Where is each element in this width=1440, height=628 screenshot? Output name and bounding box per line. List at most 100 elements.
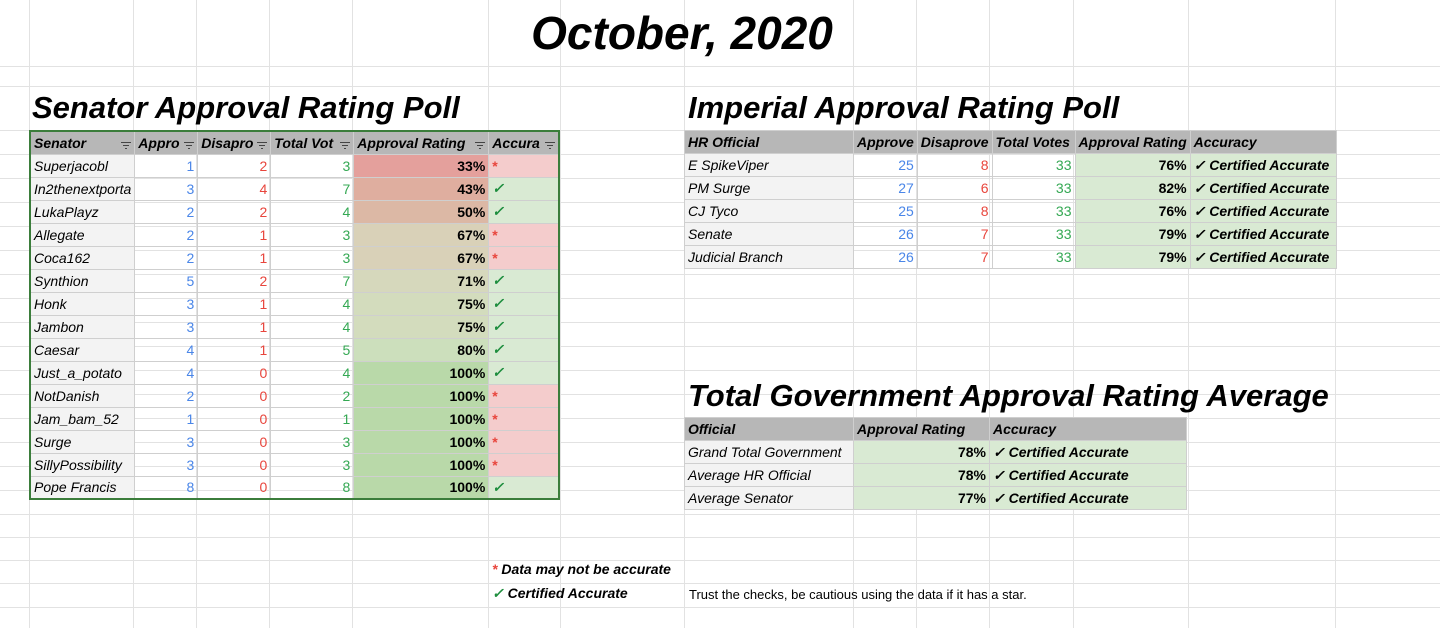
total-votes-cell[interactable]: 3 [270,222,355,247]
column-header-approval-rating[interactable]: Approval Rating [853,417,990,441]
approval-rating-cell[interactable]: 67% [353,245,490,270]
total-votes-cell[interactable]: 4 [270,199,355,224]
column-header-hr-official[interactable]: HR Official [684,130,854,154]
approval-rating-cell[interactable]: 75% [353,314,490,339]
senator-name-cell[interactable]: In2thenextporta [29,176,136,201]
senator-name-cell[interactable]: Jam_bam_52 [29,406,136,431]
approve-cell[interactable]: 27 [853,176,918,200]
senator-name-cell[interactable]: LukaPlayz [29,199,136,224]
accuracy-cell[interactable]: ✓ Certified Accurate [989,463,1187,487]
total-votes-cell[interactable]: 2 [270,383,355,408]
column-header-approval-rating[interactable]: Approval Rating [1074,130,1191,154]
disapprove-cell[interactable]: 1 [197,291,272,316]
accuracy-cell[interactable]: ✓ [488,475,560,500]
approve-cell[interactable]: 2 [134,222,199,247]
accuracy-cell[interactable]: * [488,245,560,270]
accuracy-cell[interactable]: * [488,429,560,454]
approval-rating-cell[interactable]: 82% [1074,176,1191,200]
column-header-approve[interactable]: Appro [134,130,199,155]
accuracy-cell[interactable]: ✓ [488,268,560,293]
total-votes-cell[interactable]: 3 [270,245,355,270]
total-votes-cell[interactable]: 33 [991,176,1076,200]
total-votes-cell[interactable]: 1 [270,406,355,431]
column-header-total-votes[interactable]: Total Votes [991,130,1076,154]
approve-cell[interactable]: 3 [134,314,199,339]
filter-icon[interactable] [544,140,555,150]
approve-cell[interactable]: 26 [853,245,918,269]
disapprove-cell[interactable]: 0 [197,475,272,500]
approve-cell[interactable]: 3 [134,291,199,316]
column-header-total-votes[interactable]: Total Vot [270,130,355,155]
total-votes-cell[interactable]: 3 [270,153,355,178]
approve-cell[interactable]: 3 [134,452,199,477]
disapprove-cell[interactable]: 0 [197,429,272,454]
accuracy-cell[interactable]: ✓ Certified Accurate [1189,199,1337,223]
total-votes-cell[interactable]: 3 [270,452,355,477]
total-votes-cell[interactable]: 5 [270,337,355,362]
accuracy-cell[interactable]: ✓ [488,314,560,339]
senator-name-cell[interactable]: Pope Francis [29,475,136,500]
approval-rating-cell[interactable]: 78% [853,440,990,464]
disapprove-cell[interactable]: 2 [197,153,272,178]
filter-icon[interactable] [121,140,132,150]
filter-icon[interactable] [475,140,486,150]
approve-cell[interactable]: 25 [853,153,918,177]
accuracy-cell[interactable]: * [488,153,560,178]
accuracy-cell[interactable]: ✓ Certified Accurate [989,486,1187,510]
accuracy-cell[interactable]: ✓ Certified Accurate [1189,153,1337,177]
approval-rating-cell[interactable]: 100% [353,383,490,408]
approve-cell[interactable]: 2 [134,383,199,408]
official-name-cell[interactable]: Average Senator [684,486,854,510]
senator-name-cell[interactable]: Caesar [29,337,136,362]
disapprove-cell[interactable]: 1 [197,222,272,247]
disapprove-cell[interactable]: 1 [197,314,272,339]
total-votes-cell[interactable]: 33 [991,222,1076,246]
column-header-disapprove[interactable]: Disaprove [916,130,993,154]
total-votes-cell[interactable]: 7 [270,176,355,201]
official-name-cell[interactable]: Average HR Official [684,463,854,487]
approval-rating-cell[interactable]: 43% [353,176,490,201]
official-name-cell[interactable]: Grand Total Government [684,440,854,464]
accuracy-cell[interactable]: ✓ Certified Accurate [1189,222,1337,246]
approval-rating-cell[interactable]: 100% [353,452,490,477]
approve-cell[interactable]: 25 [853,199,918,223]
senator-name-cell[interactable]: Synthion [29,268,136,293]
total-votes-cell[interactable]: 3 [270,429,355,454]
disapprove-cell[interactable]: 4 [197,176,272,201]
total-votes-cell[interactable]: 7 [270,268,355,293]
senator-name-cell[interactable]: NotDanish [29,383,136,408]
disapprove-cell[interactable]: 1 [197,337,272,362]
total-votes-cell[interactable]: 4 [270,360,355,385]
disapprove-cell[interactable]: 0 [197,360,272,385]
disapprove-cell[interactable]: 8 [916,199,993,223]
disapprove-cell[interactable]: 0 [197,406,272,431]
filter-icon[interactable] [184,140,195,150]
approval-rating-cell[interactable]: 76% [1074,199,1191,223]
senator-name-cell[interactable]: Just_a_potato [29,360,136,385]
senator-name-cell[interactable]: Allegate [29,222,136,247]
approval-rating-cell[interactable]: 67% [353,222,490,247]
accuracy-cell[interactable]: * [488,383,560,408]
approval-rating-cell[interactable]: 50% [353,199,490,224]
total-votes-cell[interactable]: 4 [270,314,355,339]
accuracy-cell[interactable]: ✓ [488,337,560,362]
column-header-approval-rating[interactable]: Approval Rating [353,130,490,155]
disapprove-cell[interactable]: 0 [197,383,272,408]
approve-cell[interactable]: 2 [134,245,199,270]
accuracy-cell[interactable]: * [488,452,560,477]
approval-rating-cell[interactable]: 100% [353,360,490,385]
disapprove-cell[interactable]: 1 [197,245,272,270]
hr-official-name-cell[interactable]: PM Surge [684,176,854,200]
total-votes-cell[interactable]: 8 [270,475,355,500]
senator-name-cell[interactable]: SillyPossibility [29,452,136,477]
senator-name-cell[interactable]: Superjacobl [29,153,136,178]
accuracy-cell[interactable]: ✓ Certified Accurate [989,440,1187,464]
approval-rating-cell[interactable]: 76% [1074,153,1191,177]
accuracy-cell[interactable]: * [488,222,560,247]
approve-cell[interactable]: 5 [134,268,199,293]
disapprove-cell[interactable]: 6 [916,176,993,200]
column-header-disapprove[interactable]: Disapro [197,130,272,155]
hr-official-name-cell[interactable]: Senate [684,222,854,246]
approval-rating-cell[interactable]: 79% [1074,245,1191,269]
approval-rating-cell[interactable]: 100% [353,475,490,500]
